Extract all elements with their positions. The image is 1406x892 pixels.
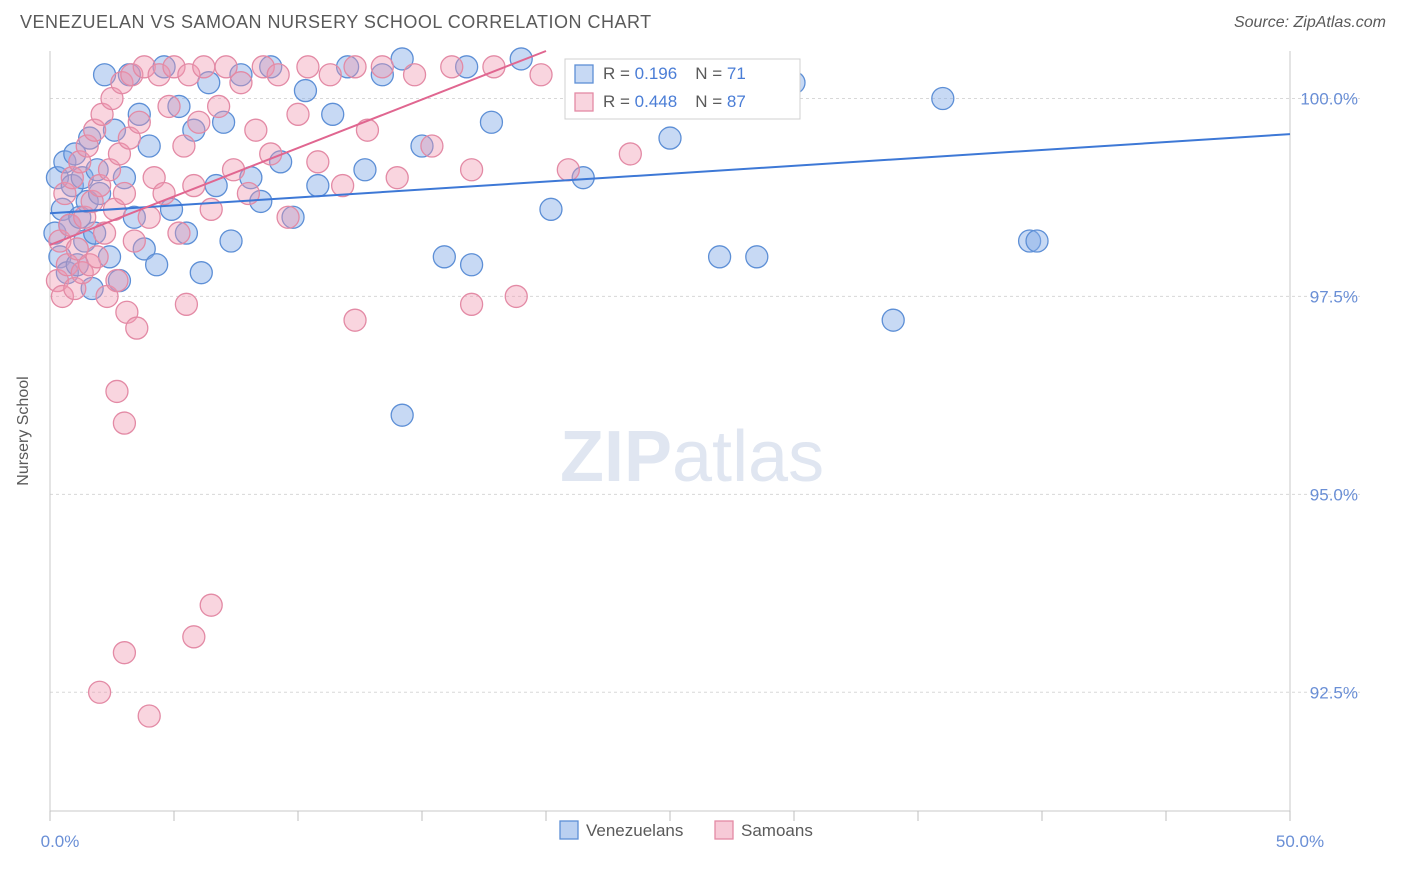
data-point (461, 293, 483, 315)
stats-box (565, 59, 800, 119)
x-tick-label: 50.0% (1276, 832, 1324, 851)
data-point (146, 254, 168, 276)
data-point (344, 309, 366, 331)
data-point (557, 159, 579, 181)
data-point (220, 230, 242, 252)
data-point (175, 293, 197, 315)
data-point (173, 135, 195, 157)
y-tick-label: 97.5% (1310, 287, 1358, 306)
data-point (138, 705, 160, 727)
data-point (882, 309, 904, 331)
data-point (230, 72, 252, 94)
legend-label: Samoans (741, 821, 813, 840)
y-axis-title: Nursery School (15, 376, 32, 485)
data-point (619, 143, 641, 165)
y-tick-label: 92.5% (1310, 683, 1358, 702)
data-point (123, 230, 145, 252)
data-point (932, 88, 954, 110)
data-point (94, 222, 116, 244)
legend-label: Venezuelans (586, 821, 683, 840)
data-point (404, 64, 426, 86)
data-point (319, 64, 341, 86)
watermark: ZIPatlas (560, 417, 824, 497)
data-point (371, 56, 393, 78)
data-point (200, 594, 222, 616)
data-point (86, 246, 108, 268)
data-point (183, 626, 205, 648)
data-point (126, 317, 148, 339)
data-point (322, 103, 344, 125)
chart-container: ZIPatlas 92.5% 95.0% 97.5% 100.0% 0.0% 50.0% Nu… (0, 41, 1406, 861)
chart-header: VENEZUELAN VS SAMOAN NURSERY SCHOOL CORR… (0, 0, 1406, 41)
y-tick-label: 100.0% (1300, 90, 1358, 109)
data-point (294, 80, 316, 102)
data-point (461, 159, 483, 181)
data-point (540, 198, 562, 220)
y-tick-label: 95.0% (1310, 485, 1358, 504)
data-point (106, 380, 128, 402)
data-point (746, 246, 768, 268)
legend-swatch (575, 65, 593, 83)
data-point (356, 119, 378, 141)
chart-source: Source: ZipAtlas.com (1234, 14, 1386, 32)
data-point (188, 111, 210, 133)
x-tick-label: 0.0% (41, 832, 80, 851)
data-point (480, 111, 502, 133)
data-point (441, 56, 463, 78)
data-point (1026, 230, 1048, 252)
data-point (190, 262, 212, 284)
data-point (461, 254, 483, 276)
data-point (659, 127, 681, 149)
data-point (277, 206, 299, 228)
stats-row: R = 0.196N = 71 (603, 64, 746, 83)
data-point (267, 64, 289, 86)
data-point (344, 56, 366, 78)
data-point (138, 135, 160, 157)
data-point (354, 159, 376, 181)
data-point (106, 270, 128, 292)
data-point (193, 56, 215, 78)
data-point (208, 95, 230, 117)
stats-row: R = 0.448N = 87 (603, 92, 746, 111)
legend-swatch (715, 821, 733, 839)
data-point (505, 285, 527, 307)
data-point (421, 135, 443, 157)
scatter-chart: ZIPatlas 92.5% 95.0% 97.5% 100.0% 0.0% 50.0% Nu… (0, 41, 1406, 861)
data-point (391, 404, 413, 426)
data-point (128, 111, 150, 133)
data-point (113, 642, 135, 664)
legend-swatch (560, 821, 578, 839)
data-point (168, 222, 190, 244)
data-point (307, 175, 329, 197)
data-point (709, 246, 731, 268)
data-point (386, 167, 408, 189)
data-point (433, 246, 455, 268)
data-point (113, 412, 135, 434)
chart-title: VENEZUELAN VS SAMOAN NURSERY SCHOOL CORR… (20, 12, 652, 33)
legend-swatch (575, 93, 593, 111)
data-point (89, 681, 111, 703)
data-point (510, 48, 532, 70)
data-point (307, 151, 329, 173)
data-point (530, 64, 552, 86)
data-point (287, 103, 309, 125)
data-point (297, 56, 319, 78)
data-point (245, 119, 267, 141)
data-point (158, 95, 180, 117)
data-point (113, 183, 135, 205)
